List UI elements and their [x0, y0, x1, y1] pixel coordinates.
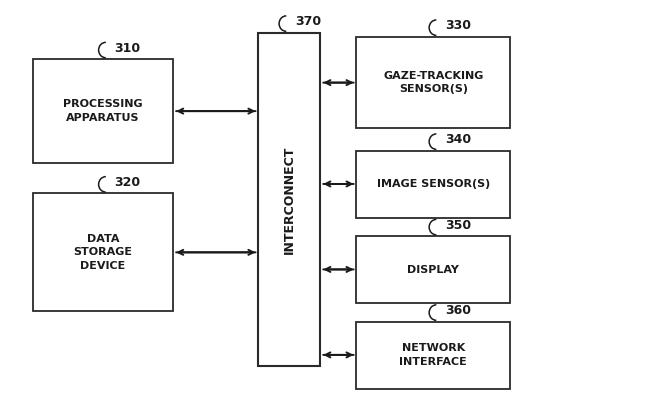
FancyBboxPatch shape [33, 59, 173, 163]
Text: 320: 320 [114, 176, 141, 189]
Text: 350: 350 [445, 219, 471, 232]
Text: NETWORK
INTERFACE: NETWORK INTERFACE [400, 344, 467, 367]
FancyBboxPatch shape [33, 193, 173, 311]
Text: GAZE-TRACKING
SENSOR(S): GAZE-TRACKING SENSOR(S) [383, 71, 483, 94]
FancyBboxPatch shape [356, 236, 510, 303]
Text: INTERCONNECT: INTERCONNECT [283, 145, 296, 254]
Text: DATA
STORAGE
DEVICE: DATA STORAGE DEVICE [73, 234, 133, 271]
Text: PROCESSING
APPARATUS: PROCESSING APPARATUS [63, 99, 143, 123]
Text: 310: 310 [114, 42, 141, 55]
FancyBboxPatch shape [258, 33, 320, 366]
FancyBboxPatch shape [356, 151, 510, 218]
Text: IMAGE SENSOR(S): IMAGE SENSOR(S) [377, 179, 490, 189]
Text: 360: 360 [445, 304, 471, 317]
FancyBboxPatch shape [356, 322, 510, 389]
Text: 370: 370 [295, 15, 321, 28]
Text: 330: 330 [445, 19, 471, 32]
FancyBboxPatch shape [356, 37, 510, 128]
Text: DISPLAY: DISPLAY [407, 265, 459, 275]
Text: 340: 340 [445, 133, 471, 146]
